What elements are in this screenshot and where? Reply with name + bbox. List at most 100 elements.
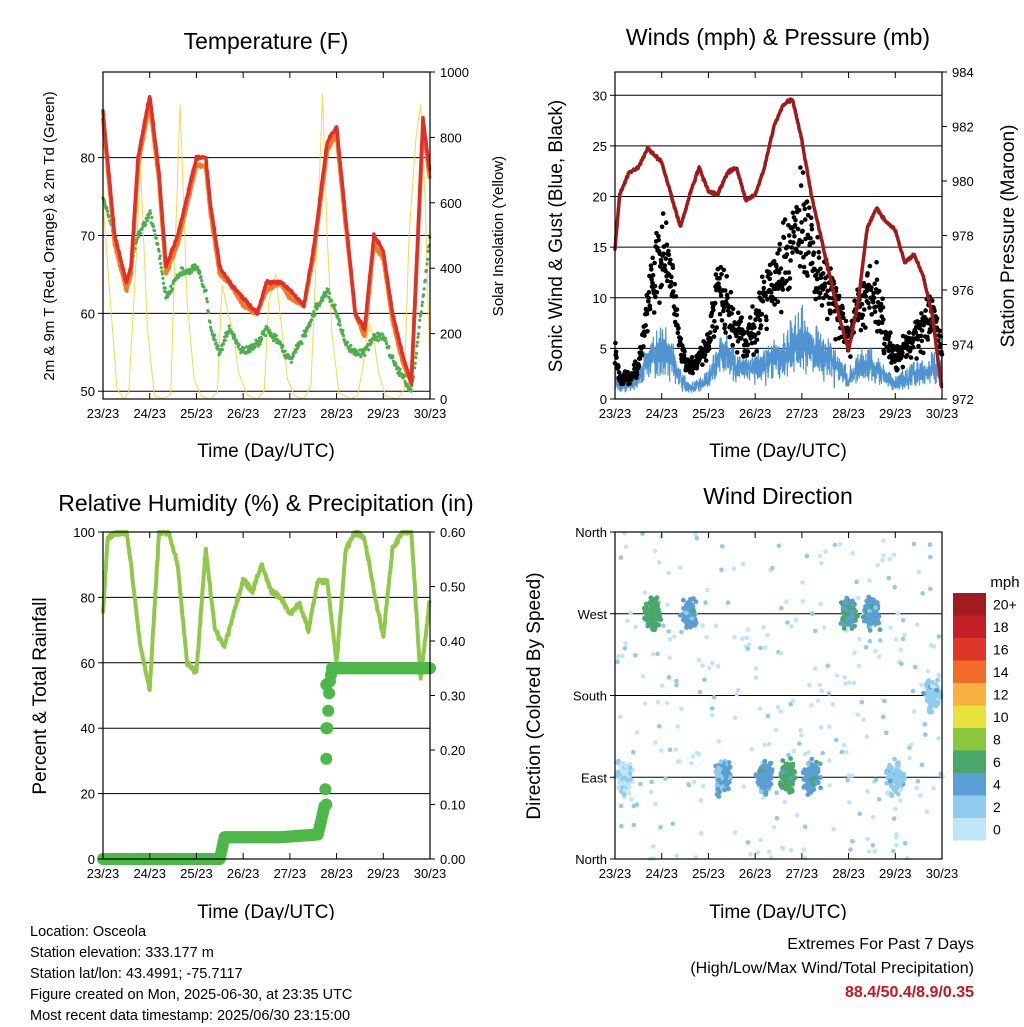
gust-point	[714, 325, 719, 330]
y2-tick-label: 972	[952, 392, 974, 407]
gust-point	[771, 259, 777, 264]
direction-point	[762, 761, 768, 767]
dewpoint-point	[221, 342, 226, 346]
dewpoint-point	[333, 303, 337, 307]
direction-point	[834, 673, 840, 678]
gust-point	[772, 302, 777, 307]
y-tick-label: 70	[81, 229, 95, 244]
direction-point	[928, 695, 934, 701]
direction-point	[897, 778, 903, 784]
direction-point	[765, 773, 771, 779]
direction-point	[622, 646, 628, 651]
direction-point	[666, 675, 672, 680]
gust-point	[764, 326, 769, 332]
gust-point	[756, 330, 761, 336]
legend-label: 6	[993, 754, 1001, 770]
y2-tick-label: 800	[440, 130, 462, 145]
gust-point	[843, 318, 849, 324]
direction-point	[814, 759, 819, 765]
dewpoint-point	[363, 353, 367, 357]
direction-point	[731, 566, 737, 571]
direction-point	[821, 625, 827, 630]
gust-point	[729, 311, 734, 316]
y-tick-label: 25	[593, 139, 607, 154]
direction-point	[787, 782, 793, 788]
direction-point	[791, 748, 796, 754]
direction-point	[753, 675, 759, 681]
gust-point	[768, 271, 773, 277]
dewpoint-point	[405, 382, 409, 386]
gust-point	[775, 299, 781, 305]
gust-point	[871, 291, 876, 296]
gust-point	[754, 337, 760, 343]
gust-point	[800, 170, 806, 175]
gust-series	[612, 165, 945, 387]
legend-label: 2	[993, 799, 1001, 815]
gust-point	[665, 278, 670, 284]
direction-point	[841, 742, 847, 748]
legend-swatch	[953, 593, 986, 616]
gust-point	[791, 229, 796, 235]
legend-label: 10	[993, 709, 1009, 725]
dewpoint-point	[153, 233, 157, 237]
dewpoint-point	[341, 329, 345, 333]
direction-point	[618, 555, 624, 560]
x-tick-label: 28/23	[832, 406, 865, 421]
gust-point	[884, 330, 889, 335]
gust-point	[934, 316, 940, 321]
gust-point	[690, 370, 695, 376]
direction-point	[658, 825, 663, 830]
dewpoint-point	[144, 223, 148, 227]
gust-point	[862, 307, 867, 312]
direction-point	[931, 702, 936, 708]
temperature-plot-area	[101, 94, 432, 400]
gust-point	[859, 301, 865, 307]
direction-point	[893, 637, 899, 642]
winds-right-ticks: 972 974 976 978 980 982 984	[942, 65, 974, 407]
direction-point	[865, 601, 871, 607]
direction-point	[873, 605, 878, 610]
gust-point	[752, 332, 758, 338]
gust-point	[863, 325, 868, 330]
direction-point	[686, 782, 692, 788]
direction-point	[801, 847, 807, 852]
gust-point	[767, 276, 772, 282]
direction-point	[642, 590, 648, 595]
y-tick-label: 80	[81, 151, 95, 166]
y2-tick-label: 974	[952, 338, 974, 353]
direction-point	[687, 605, 693, 611]
gust-point	[706, 346, 712, 352]
gust-point	[721, 305, 727, 311]
direction-point	[688, 622, 694, 628]
dewpoint-point	[160, 272, 164, 276]
direction-point	[881, 538, 886, 543]
extremes-values: 88.4/50.4/8.9/0.35	[845, 984, 974, 1001]
gust-point	[711, 307, 716, 313]
dewpoint-point	[419, 310, 423, 314]
direction-point	[618, 714, 623, 720]
direction-point	[849, 773, 855, 778]
direction-point	[891, 552, 897, 558]
dewpoint-point	[403, 374, 407, 378]
precip-point	[319, 783, 332, 796]
dewpoint-point	[200, 279, 204, 283]
gust-point	[919, 311, 924, 316]
gust-point	[750, 304, 755, 309]
direction-point	[911, 541, 917, 547]
gust-point	[895, 366, 900, 372]
direction-point	[825, 663, 831, 669]
direction-point	[788, 701, 793, 707]
gust-point	[913, 330, 919, 335]
direction-point	[935, 677, 940, 683]
gust-point	[772, 296, 778, 302]
direction-point	[886, 766, 892, 771]
dewpoint-point	[338, 323, 342, 327]
dewpoint-point	[253, 345, 257, 349]
y-tick-label: 15	[593, 240, 607, 255]
direction-point	[713, 623, 719, 629]
gust-point	[840, 305, 845, 311]
direction-point	[667, 655, 672, 660]
direction-point	[802, 751, 808, 757]
gust-point	[866, 300, 871, 306]
direction-point	[843, 681, 848, 686]
